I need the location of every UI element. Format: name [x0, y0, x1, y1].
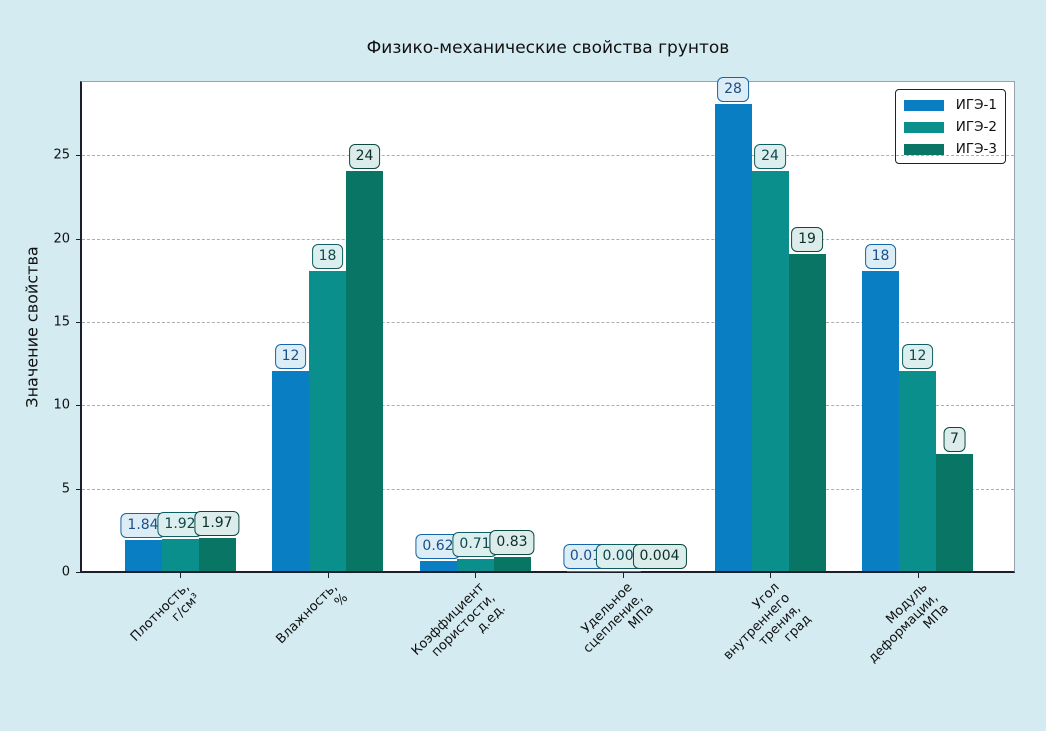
- value-label: 12: [274, 344, 307, 369]
- value-label: 19: [791, 227, 823, 253]
- y-tick-mark: [76, 322, 81, 323]
- y-tick-mark: [76, 488, 81, 490]
- y-tick-label: 0: [61, 564, 70, 580]
- plot-area: ИГЭ-1 ИГЭ-2 ИГЭ-3 1.84 1.92 1.97 12 18 24 0.62 0.…: [76, 77, 1015, 578]
- y-tick-mark: [76, 572, 81, 573]
- legend-label: ИГЭ-2: [955, 119, 997, 135]
- x-tick-mark: [327, 573, 329, 578]
- x-tick-mark: [770, 573, 771, 578]
- bar: [419, 560, 457, 571]
- value-label: 24: [754, 144, 786, 169]
- gridline: [82, 488, 1014, 490]
- y-tick-label: 25: [53, 147, 70, 163]
- gridline: [82, 322, 1014, 323]
- gridline: [82, 405, 1014, 407]
- legend-swatch: [903, 99, 944, 111]
- value-label: 12: [901, 344, 934, 369]
- value-label: 0.83: [489, 530, 535, 556]
- value-label: 0.004: [632, 543, 687, 569]
- y-tick-mark: [76, 405, 81, 407]
- bar: [751, 171, 789, 571]
- y-tick-label: 10: [53, 397, 70, 413]
- bar: [936, 454, 973, 571]
- x-tick-label: Влажность, %: [273, 580, 351, 648]
- x-tick-mark: [475, 573, 476, 578]
- legend-label: ИГЭ-3: [955, 141, 997, 157]
- chart-title: Физико-механические свойства грунтов: [366, 38, 730, 58]
- bar: [788, 254, 826, 571]
- x-tick-mark: [917, 573, 919, 578]
- legend-label: ИГЭ-1: [955, 97, 997, 113]
- value-label: 18: [311, 244, 344, 269]
- gridline: [82, 155, 1014, 157]
- bar: [124, 540, 162, 571]
- x-tick-label: Модуль деформации, МПа: [865, 580, 952, 667]
- bar: [161, 539, 199, 571]
- bar: [899, 371, 936, 571]
- y-tick-mark: [76, 238, 81, 240]
- y-tick-label: 20: [53, 231, 70, 247]
- x-tick-mark: [622, 573, 624, 578]
- gridline: [82, 238, 1014, 240]
- legend-swatch: [903, 121, 944, 133]
- value-label: 7: [943, 427, 966, 453]
- bar: [862, 271, 899, 571]
- legend-item: ИГЭ-1: [903, 94, 997, 116]
- bar: [309, 271, 346, 571]
- value-label: 18: [864, 244, 897, 269]
- bar: [714, 104, 752, 571]
- y-tick-label: 5: [61, 481, 70, 497]
- bar: [456, 559, 494, 571]
- bar: [493, 557, 531, 571]
- value-label: 24: [348, 144, 381, 169]
- legend-item: ИГЭ-3: [903, 138, 997, 160]
- bar: [198, 538, 236, 571]
- y-tick-mark: [76, 155, 81, 157]
- x-tick-label: Угол внутреннего трения, град: [720, 580, 815, 664]
- x-tick-label: Плотность, г/см³: [127, 580, 204, 645]
- y-tick-label: 15: [53, 314, 70, 330]
- legend: ИГЭ-1 ИГЭ-2 ИГЭ-3: [894, 89, 1006, 164]
- legend-swatch: [903, 143, 944, 155]
- bar: [346, 171, 383, 571]
- value-label: 1.97: [194, 511, 240, 537]
- value-label: 28: [717, 77, 749, 103]
- x-tick-mark: [180, 573, 181, 578]
- x-tick-label: Коэффициент пористости, д.ед.: [408, 580, 509, 661]
- bar: [272, 371, 309, 571]
- x-tick-label: Удельное сцепление, МПа: [578, 580, 657, 657]
- legend-item: ИГЭ-2: [903, 116, 997, 138]
